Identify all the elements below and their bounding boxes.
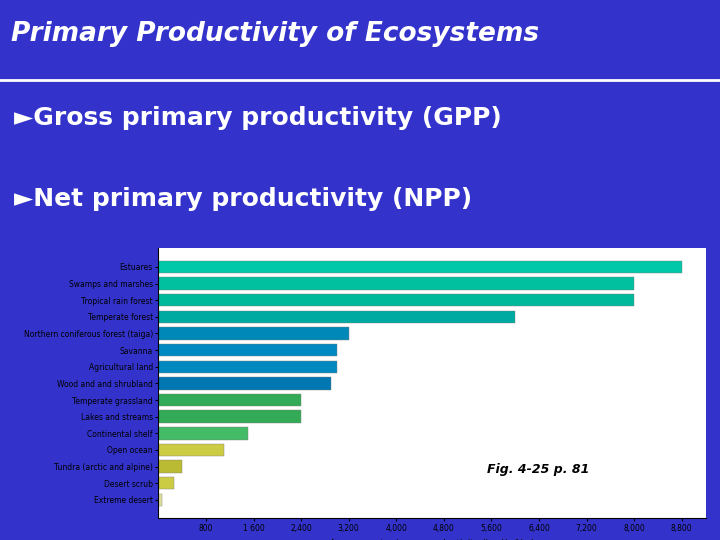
- Bar: [158, 310, 516, 323]
- Bar: [158, 327, 348, 340]
- Bar: [158, 377, 331, 390]
- Text: Primary Productivity of Ecosystems: Primary Productivity of Ecosystems: [11, 21, 539, 47]
- Bar: [158, 427, 248, 440]
- Bar: [158, 361, 337, 373]
- Bar: [158, 294, 634, 306]
- Bar: [158, 278, 634, 290]
- Bar: [158, 261, 682, 273]
- Text: ►Gross primary productivity (GPP): ►Gross primary productivity (GPP): [14, 105, 502, 130]
- Bar: [158, 494, 162, 506]
- Bar: [158, 394, 301, 406]
- X-axis label: Average net primary productivity (kcal/m²/yr): Average net primary productivity (kcal/m…: [329, 538, 535, 540]
- Text: ►Net primary productivity (NPP): ►Net primary productivity (NPP): [14, 187, 472, 211]
- Text: Fig. 4-25 p. 81: Fig. 4-25 p. 81: [487, 463, 589, 476]
- Bar: [158, 477, 174, 489]
- Bar: [158, 344, 337, 356]
- Bar: [158, 444, 224, 456]
- Bar: [158, 410, 301, 423]
- Bar: [158, 461, 182, 473]
